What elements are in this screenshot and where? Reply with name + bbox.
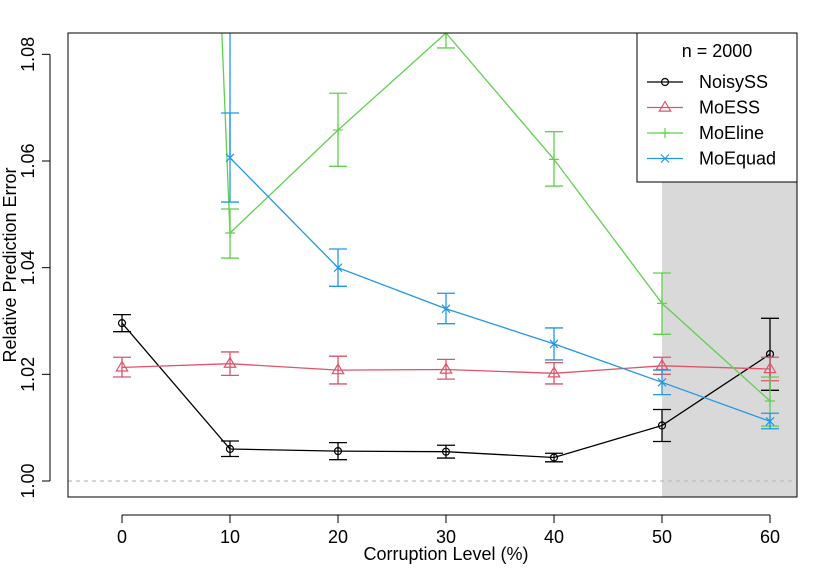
error-bar [437,444,455,459]
series-MoEline [216,17,779,427]
data-point [226,18,234,26]
error-bar [653,408,671,443]
data-point [657,298,667,309]
y-tick-label: 1.00 [18,463,38,498]
x-tick-label: 10 [220,527,240,547]
y-tick-label: 1.08 [18,37,38,72]
series-MoESS [113,351,779,385]
data-point [765,396,775,406]
legend-item-MoEline: MoEline [647,123,764,143]
y-tick-label: 1.02 [18,357,38,392]
data-point [225,228,235,238]
data-point [657,377,667,387]
error-bar [221,440,239,458]
data-point [223,356,237,368]
data-point [660,128,670,138]
data-point [439,362,453,374]
legend-label: MoEquad [699,149,776,169]
legend-item-MoESS: MoESS [647,98,760,118]
y-tick-label: 1.06 [18,143,38,178]
error-bar [545,452,563,463]
data-point [117,319,127,328]
data-point [331,362,345,375]
plot-frame [67,32,798,498]
x-tick-label: 0 [117,527,127,547]
x-tick-label: 50 [652,527,672,547]
data-point [657,421,667,430]
data-point [333,447,343,456]
x-tick-label: 30 [436,527,456,547]
legend-item-NoisySS: NoisySS [647,72,768,92]
series-MoEquad [221,18,779,430]
data-point [660,77,670,87]
data-point [441,447,451,456]
y-tick-label: 1.04 [18,250,38,285]
data-point [655,358,669,370]
error-bar [113,313,131,333]
error-bar [437,33,455,49]
data-point [333,263,343,273]
data-point [547,366,561,378]
error-bar [329,355,347,385]
data-point [549,453,559,462]
legend-title: n = 2000 [682,41,753,61]
axes-layer: 0 10 20 30 40 50 60 1.00 1.02 1.04 1.06 1.08 [18,32,798,547]
error-bar [221,351,239,377]
data-point [225,153,235,163]
data-point [115,360,129,372]
data-point [225,444,235,454]
x-axis-label: Corruption Level (%) [363,544,528,564]
data-point [765,416,775,426]
data-point [549,154,559,165]
data-point [549,339,559,349]
legend-label: MoEline [699,123,764,143]
data-point [763,361,777,374]
legend-item-MoEquad: MoEquad [647,149,776,169]
legend-label: MoESS [699,98,760,118]
legend: n = 2000 NoisySS MoESS MoEline MoEquad [636,32,798,183]
y-axis-label: Relative Prediction Error [0,167,20,362]
x-tick-label: 60 [760,527,780,547]
data-point [441,33,451,38]
data-point [216,17,226,27]
x-tick-label: 40 [544,527,564,547]
x-tick-label: 20 [328,527,348,547]
data-point [660,154,670,163]
series-layer [113,17,779,463]
data-point [333,125,343,136]
data-point [658,100,672,112]
error-bar [329,441,347,461]
legend-label: NoisySS [699,72,768,92]
data-point [441,304,451,314]
